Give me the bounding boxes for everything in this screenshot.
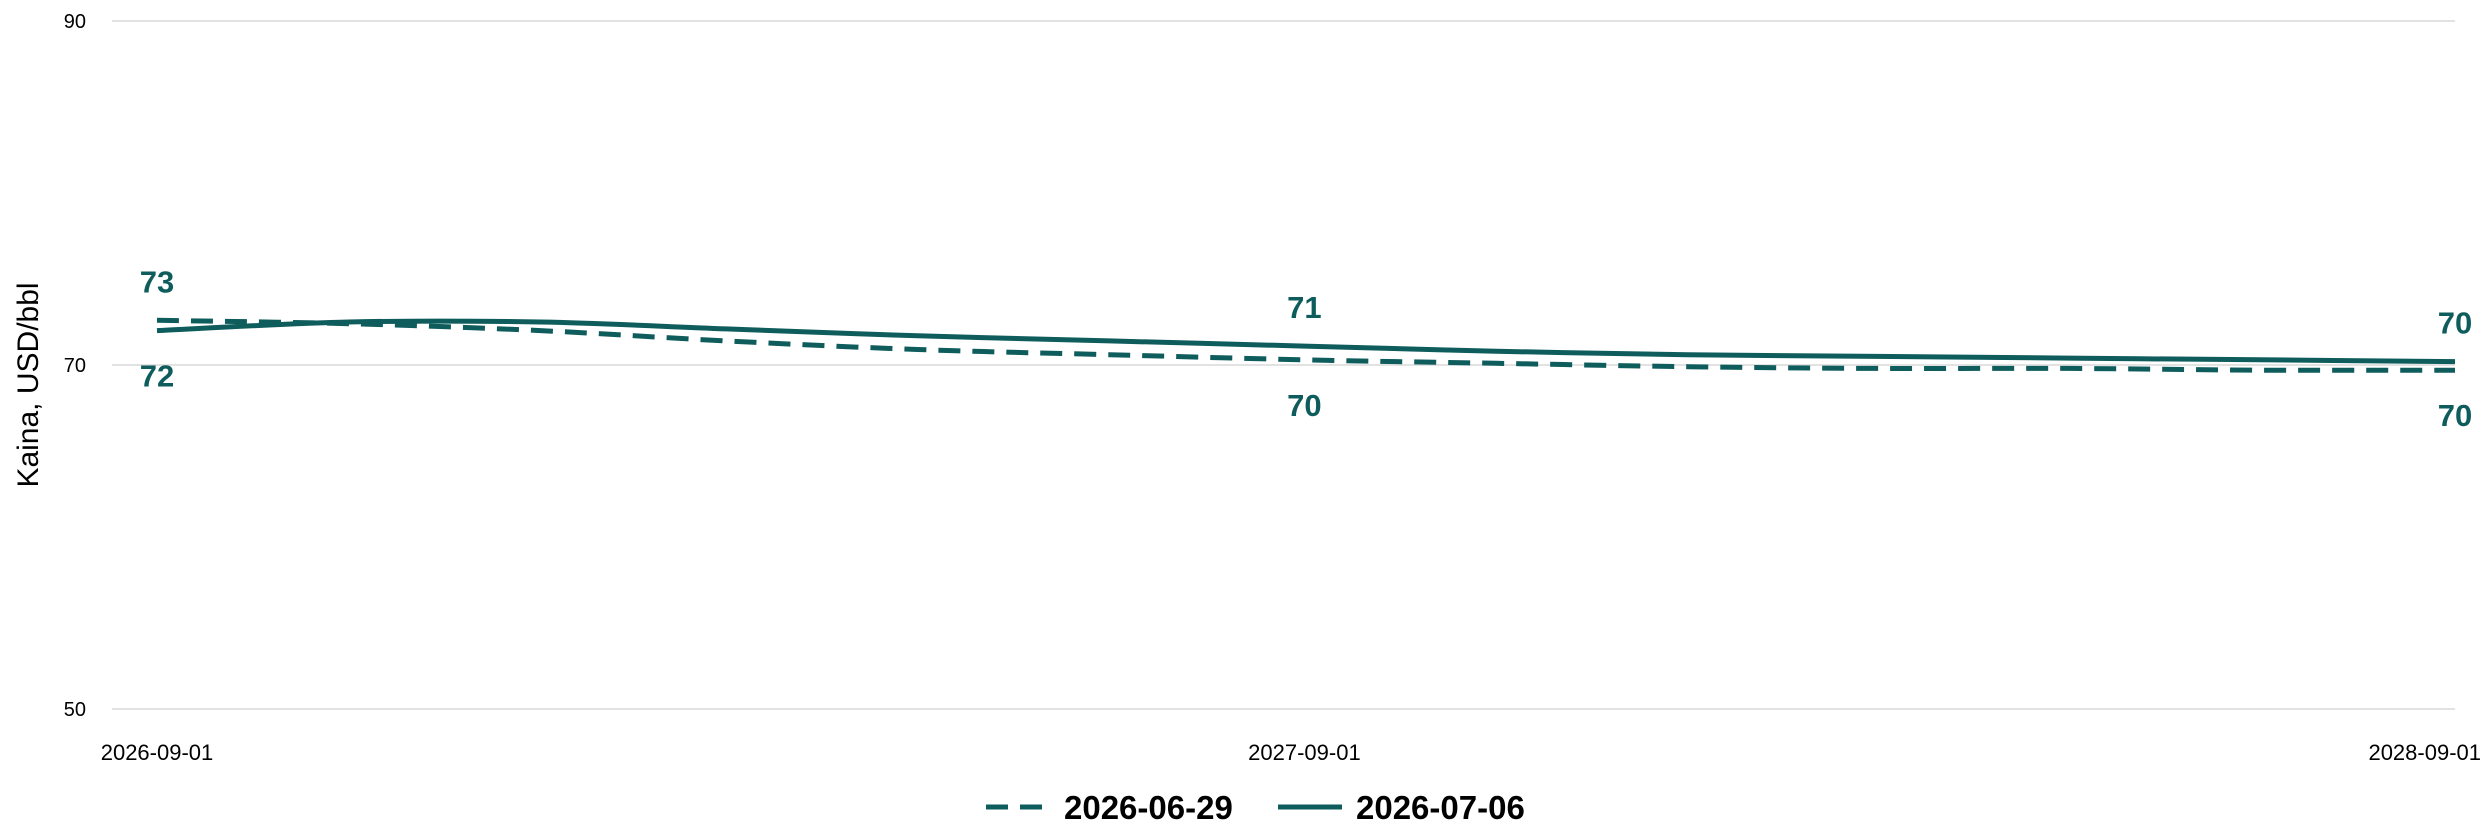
y-axis-ticks: 50 70 90 xyxy=(64,11,86,721)
data-label: 70 xyxy=(1287,388,1321,423)
series-line-2026-06-29 xyxy=(156,317,2456,373)
y-tick-label: 90 xyxy=(64,11,86,33)
data-labels: 73 70 70 72 71 70 xyxy=(140,264,2472,433)
x-tick-label: 2028-09-01 xyxy=(2368,740,2481,765)
data-label: 72 xyxy=(140,359,174,394)
y-axis-label: Kaina, USD/bbl xyxy=(12,282,45,487)
data-label: 71 xyxy=(1287,290,1321,325)
x-tick-label: 2026-09-01 xyxy=(101,740,214,765)
x-tick-label: 2027-09-01 xyxy=(1248,740,1361,765)
legend-label: 2026-06-29 xyxy=(1064,789,1233,826)
legend: 2026-06-29 2026-07-06 xyxy=(986,789,1525,826)
y-tick-label: 70 xyxy=(64,355,86,377)
data-label: 73 xyxy=(140,264,174,299)
data-label: 70 xyxy=(2438,306,2472,341)
legend-label: 2026-07-06 xyxy=(1356,789,1525,826)
y-tick-label: 50 xyxy=(64,699,86,721)
series-lines xyxy=(156,317,2456,373)
data-label: 70 xyxy=(2438,398,2472,433)
series-line-2026-07-06 xyxy=(156,318,2456,365)
x-axis-ticks: 2026-09-01 2027-09-01 2028-09-01 xyxy=(101,740,2481,765)
gridlines xyxy=(112,20,2455,710)
